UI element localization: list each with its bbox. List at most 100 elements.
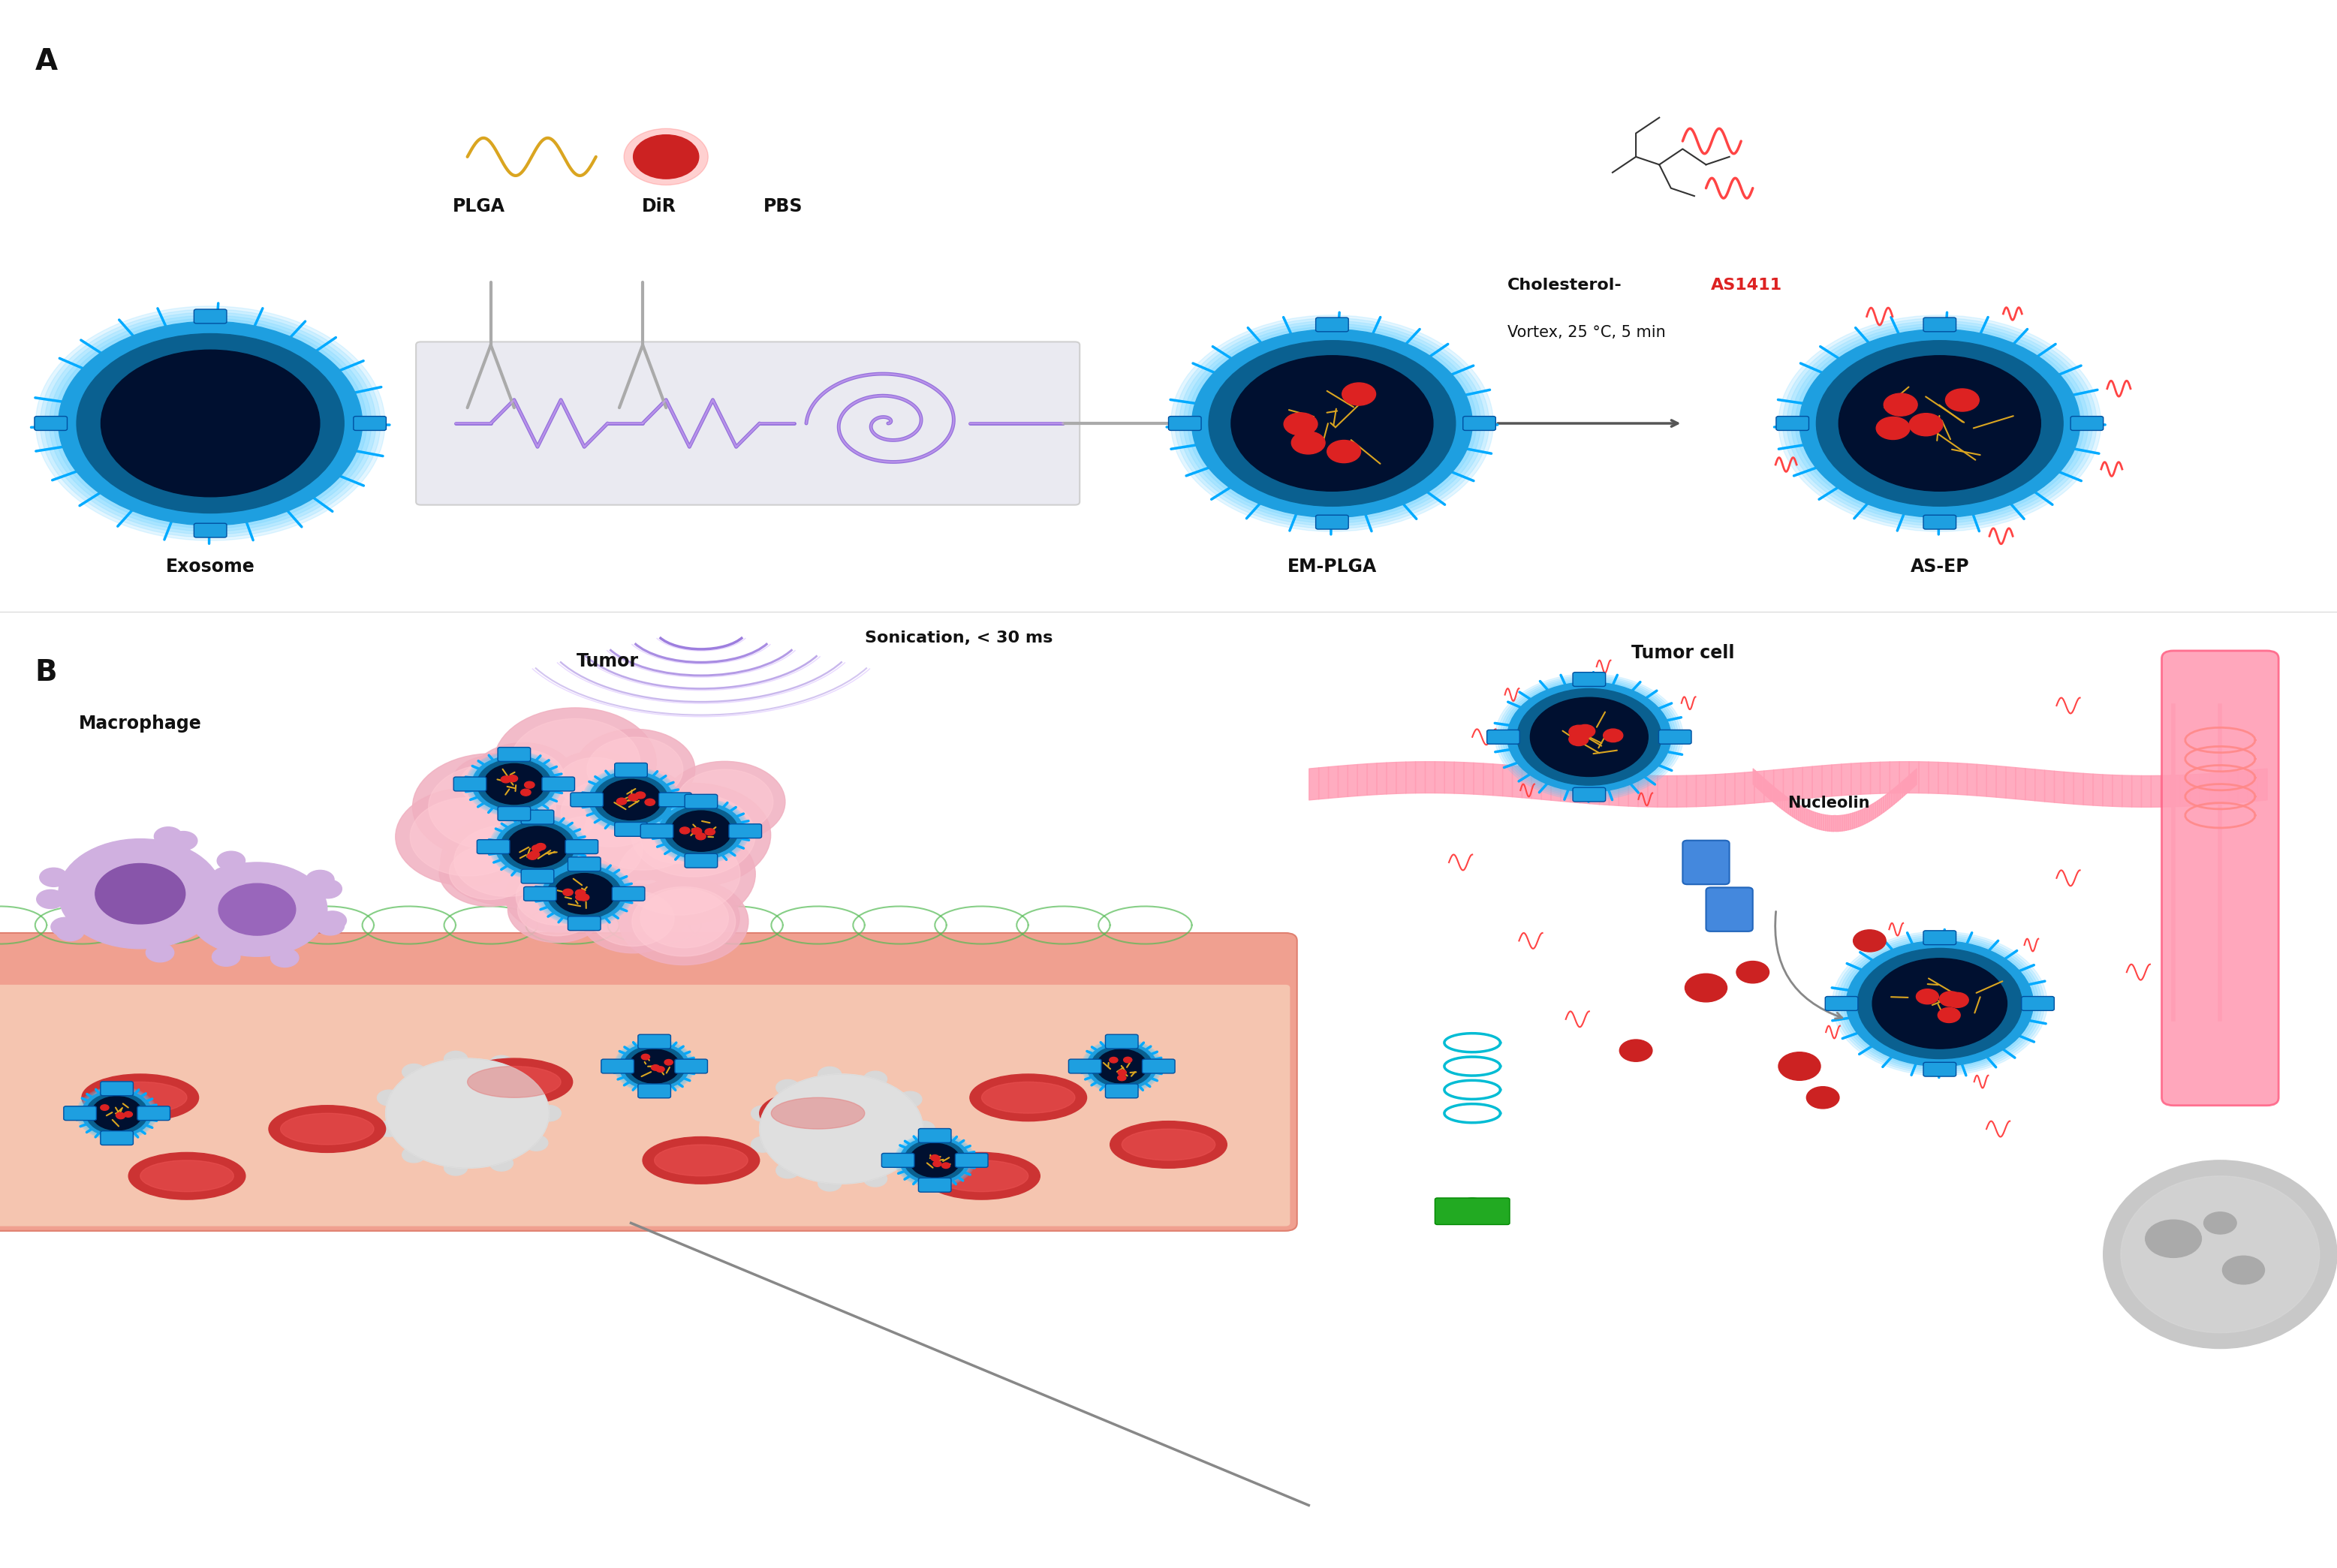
Circle shape [932,1156,939,1162]
Text: Exosome: Exosome [166,558,255,575]
FancyBboxPatch shape [2022,997,2054,1011]
Circle shape [1498,676,1680,798]
Circle shape [591,891,675,946]
Circle shape [657,801,746,861]
FancyBboxPatch shape [568,916,601,930]
Circle shape [1232,356,1433,491]
Circle shape [500,822,575,872]
Circle shape [652,798,750,864]
Circle shape [549,751,643,814]
FancyBboxPatch shape [1683,840,1729,884]
Circle shape [538,1105,561,1121]
Circle shape [1091,1046,1152,1087]
FancyBboxPatch shape [1825,997,1858,1011]
FancyBboxPatch shape [1923,931,1956,944]
Text: B: B [35,659,58,687]
Circle shape [909,1143,961,1178]
Circle shape [1837,935,2043,1073]
Circle shape [657,801,746,861]
Circle shape [1110,1057,1117,1063]
Circle shape [1084,1041,1159,1091]
Circle shape [619,1043,689,1090]
Circle shape [451,756,535,812]
Circle shape [1877,417,1909,439]
Circle shape [538,1105,561,1121]
Circle shape [1283,412,1318,436]
Circle shape [530,851,540,858]
Circle shape [528,808,654,894]
Circle shape [818,1176,841,1192]
Circle shape [900,1137,970,1184]
Ellipse shape [467,1066,561,1098]
Circle shape [1496,674,1683,800]
Circle shape [617,1041,692,1091]
Ellipse shape [760,1090,876,1137]
Circle shape [444,1160,467,1176]
Circle shape [897,1135,972,1185]
Circle shape [617,833,741,916]
Text: PBS: PBS [764,198,802,215]
FancyBboxPatch shape [675,1060,708,1074]
FancyBboxPatch shape [640,825,673,837]
Circle shape [1087,1043,1157,1090]
FancyBboxPatch shape [498,806,530,820]
Circle shape [601,775,678,826]
Circle shape [640,889,729,947]
FancyBboxPatch shape [570,793,603,806]
Circle shape [904,1140,965,1181]
Circle shape [664,806,738,856]
Circle shape [154,826,182,845]
Circle shape [617,798,626,804]
Text: Vortex, 25 °C, 5 min: Vortex, 25 °C, 5 min [1507,325,1666,340]
Circle shape [472,743,575,812]
Circle shape [1846,941,2033,1066]
Circle shape [453,825,561,897]
Circle shape [1124,1057,1131,1063]
Circle shape [168,831,196,850]
Ellipse shape [456,1058,573,1105]
Circle shape [40,869,68,887]
Circle shape [1940,991,1961,1007]
FancyBboxPatch shape [615,764,647,778]
Ellipse shape [982,1082,1075,1113]
Circle shape [932,1160,942,1167]
Circle shape [1531,698,1648,776]
FancyBboxPatch shape [63,1107,96,1120]
FancyBboxPatch shape [498,748,530,762]
Circle shape [652,1065,659,1071]
Circle shape [640,815,713,864]
Circle shape [439,839,540,906]
FancyBboxPatch shape [685,853,717,867]
Circle shape [507,775,519,782]
Circle shape [549,770,675,855]
Circle shape [1858,949,2022,1058]
Circle shape [1839,356,2040,491]
Circle shape [1620,1040,1652,1062]
Circle shape [1568,726,1589,739]
Circle shape [1799,329,2080,517]
Circle shape [1503,679,1676,795]
Circle shape [91,1096,143,1131]
Text: AS-EP: AS-EP [1909,558,1970,575]
Ellipse shape [2103,1160,2337,1348]
Circle shape [467,753,561,815]
Circle shape [559,757,633,808]
Circle shape [582,884,685,953]
Circle shape [624,129,708,185]
Circle shape [1909,414,1942,436]
Circle shape [1842,938,2038,1069]
Text: A: A [35,47,58,75]
FancyBboxPatch shape [1316,317,1348,331]
Circle shape [1500,677,1678,797]
Circle shape [414,754,573,861]
Circle shape [2204,1212,2237,1234]
Circle shape [481,750,566,804]
Circle shape [402,1065,425,1080]
Circle shape [540,864,629,924]
Circle shape [591,768,687,833]
Circle shape [318,911,346,930]
Circle shape [897,1091,921,1107]
Circle shape [523,1135,547,1151]
Circle shape [124,1112,133,1116]
FancyBboxPatch shape [729,825,762,837]
